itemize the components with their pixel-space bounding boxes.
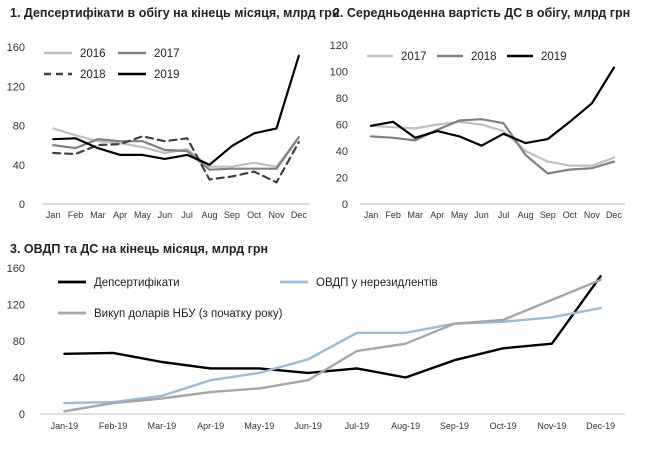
chart1-x-tick-label: Jun [158, 210, 173, 220]
chart3-legend-label: Депсертифікати [94, 277, 180, 289]
chart2-y-tick-label: 0 [342, 199, 348, 211]
chart1-x-tick-label: Nov [268, 210, 285, 220]
chart1-y-tick-label: 120 [7, 81, 25, 93]
chart2-y-tick-label: 40 [336, 146, 348, 158]
chart1-y-tick-label: 40 [13, 160, 25, 172]
chart2-x-tick-label: Feb [385, 210, 401, 220]
chart2-x-tick-label: Sep [540, 210, 556, 220]
chart1-x-tick-label: May [134, 210, 152, 220]
chart3-x-tick-label: Aug-19 [391, 421, 420, 431]
chart2-legend-label: 2018 [471, 51, 497, 63]
chart2-x-tick-label: Dec [606, 210, 623, 220]
chart2-y-tick-label: 60 [336, 120, 348, 132]
chart3-x-tick-label: Nov-19 [537, 421, 566, 431]
chart3-legend-label: ОВДП у нерезидлентів [316, 277, 438, 289]
chart2-x-tick-label: Jan [364, 210, 379, 220]
chart3-x-tick-label: Apr-19 [197, 421, 224, 431]
chart2-title: 2. Середньоденна вартість ДС в обігу, мл… [333, 6, 631, 20]
chart2-series-line-2 [369, 118, 616, 175]
chart2-x-tick-label: Mar [407, 210, 423, 220]
chart1-x-tick-label: Dec [291, 210, 308, 220]
chart3-x-tick-label: Mar-19 [148, 421, 177, 431]
chart3-y-tick-label: 160 [7, 263, 25, 275]
chart1-y-tick-label: 160 [7, 42, 25, 54]
chart1-title: 1. Депсертифікати в обігу на кінець міся… [10, 6, 340, 20]
chart1-series-line-2 [52, 136, 300, 171]
chart2-legend-label: 2017 [401, 51, 427, 63]
chart3-x-tick-label: Jun-19 [294, 421, 322, 431]
chart3-x-tick-label: Feb-19 [99, 421, 128, 431]
chart2-x-tick-label: Aug [518, 210, 534, 220]
chart3-x-tick-label: Dec-19 [586, 421, 615, 431]
chart3-x-tick-label: Jul-19 [345, 421, 370, 431]
chart3-series-line-1 [63, 275, 602, 379]
chart3-x-tick-label: Jan-19 [51, 421, 79, 431]
chart2-x-tick-label: Oct [563, 210, 578, 220]
chart2-y-tick-label: 120 [330, 40, 348, 52]
chart3-x-tick-label: Sep-19 [440, 421, 469, 431]
chart1-x-tick-label: Sep [224, 210, 240, 220]
chart2-series-line-3 [369, 66, 616, 147]
chart3-y-tick-label: 0 [19, 409, 25, 421]
chart3-y-tick-label: 80 [13, 336, 25, 348]
chart1-series-line-4 [52, 54, 300, 166]
chart1-x-tick-label: Apr [113, 210, 127, 220]
chart1-y-tick-label: 80 [13, 121, 25, 133]
chart1-x-tick-label: Oct [247, 210, 262, 220]
chart3-y-tick-label: 120 [7, 300, 25, 312]
chart3-series-line-3 [63, 278, 602, 413]
chart2-x-tick-label: Nov [584, 210, 601, 220]
chart1-legend-label: 2017 [154, 48, 180, 60]
chart2-series-line-1 [369, 120, 616, 167]
chart2-y-tick-label: 20 [336, 173, 348, 185]
chart1-x-tick-label: Aug [201, 210, 217, 220]
chart2-x-tick-label: Apr [430, 210, 444, 220]
chart3-series-line-2 [63, 306, 602, 405]
chart1-x-tick-label: Jan [46, 210, 61, 220]
chart1-legend-label: 2018 [80, 69, 106, 81]
chart1-legend-label: 2019 [154, 69, 180, 81]
chart1-x-tick-label: Mar [90, 210, 106, 220]
chart2-x-tick-label: May [451, 210, 469, 220]
chart1-y-tick-label: 0 [19, 199, 25, 211]
chart3-y-tick-label: 40 [13, 373, 25, 385]
chart3-title: 3. ОВДП та ДС на кінець місяця, млрд грн [10, 242, 269, 256]
chart3-x-tick-label: Oct-19 [490, 421, 517, 431]
chart2-x-tick-label: Jul [498, 210, 510, 220]
chart3-legend-label: Викуп доларів НБУ (з початку року) [94, 308, 283, 320]
chart1-x-tick-label: Feb [68, 210, 84, 220]
chart1-x-tick-label: Jul [181, 210, 193, 220]
chart2-legend-label: 2019 [541, 51, 567, 63]
chart2-y-tick-label: 80 [336, 93, 348, 105]
chart2-x-tick-label: Jun [474, 210, 489, 220]
chart2-y-tick-label: 100 [330, 67, 348, 79]
chart1-legend-label: 2016 [80, 48, 106, 60]
chart3-x-tick-label: May-19 [244, 421, 274, 431]
